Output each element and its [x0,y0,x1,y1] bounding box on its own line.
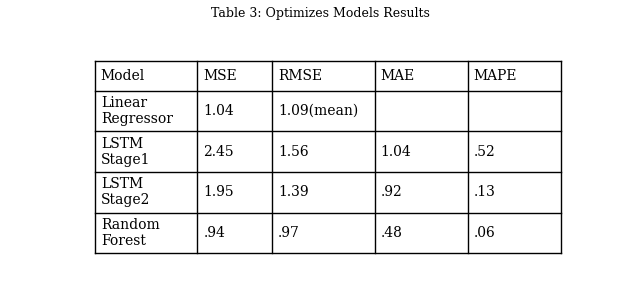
Text: 2.45: 2.45 [204,145,234,159]
Text: 1.95: 1.95 [204,185,234,199]
Text: 1.04: 1.04 [381,145,412,159]
Text: .92: .92 [381,185,403,199]
Text: Linear
Regressor: Linear Regressor [101,96,173,126]
Text: .97: .97 [278,226,300,240]
Text: LSTM
Stage2: LSTM Stage2 [101,177,150,208]
Text: MAE: MAE [381,69,415,83]
Text: Random
Forest: Random Forest [101,218,159,248]
Text: LSTM
Stage1: LSTM Stage1 [101,137,150,167]
Text: MAPE: MAPE [474,69,517,83]
Text: MSE: MSE [204,69,237,83]
Text: .48: .48 [381,226,403,240]
Text: Model: Model [101,69,145,83]
Text: Table 3: Optimizes Models Results: Table 3: Optimizes Models Results [211,7,429,20]
Text: 1.56: 1.56 [278,145,308,159]
Text: 1.39: 1.39 [278,185,308,199]
Text: 1.09(mean): 1.09(mean) [278,104,358,118]
Text: .52: .52 [474,145,495,159]
Text: .13: .13 [474,185,496,199]
Text: 1.04: 1.04 [204,104,234,118]
Text: RMSE: RMSE [278,69,322,83]
Text: .06: .06 [474,226,495,240]
Text: .94: .94 [204,226,225,240]
